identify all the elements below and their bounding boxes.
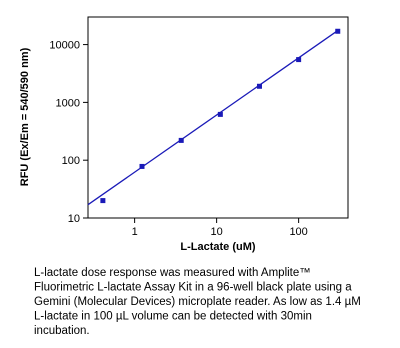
data-point <box>100 198 106 204</box>
y-tick-label: 100 <box>62 155 80 167</box>
data-point <box>217 111 223 117</box>
data-point <box>139 163 145 169</box>
y-tick-label: 10 <box>68 213 80 225</box>
data-point <box>335 28 341 34</box>
plot-frame <box>87 16 349 219</box>
data-point <box>296 57 302 63</box>
caption-line: Fluorimetric L-lactate Assay Kit in a 96… <box>34 282 352 294</box>
x-tick-label: 100 <box>289 226 307 238</box>
fit-line <box>87 29 339 206</box>
y-axis-label: RFU (Ex/Em = 540/590 nm) <box>19 47 31 186</box>
y-tick-label: 10000 <box>49 40 80 52</box>
y-tick-label: 1000 <box>56 97 80 109</box>
data-point <box>256 83 262 89</box>
data-point <box>178 137 184 143</box>
caption-line: incubation. <box>34 325 90 337</box>
x-tick-label: 1 <box>132 226 138 238</box>
x-tick-label: 10 <box>211 226 223 238</box>
caption-line: L-lactate in 100 µL volume can be detect… <box>34 311 312 323</box>
caption-line: L-lactate dose response was measured wit… <box>34 267 311 279</box>
x-axis-label: L-Lactate (uM) <box>180 241 256 253</box>
caption-line: Gemini (Molecular Devices) microplate re… <box>34 296 361 308</box>
